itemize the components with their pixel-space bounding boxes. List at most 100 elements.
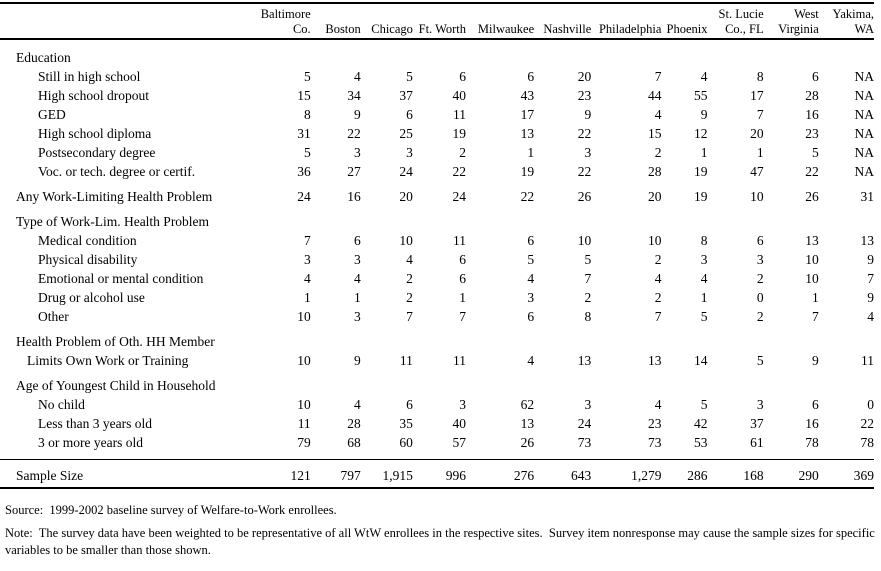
sample-size-cell: 290	[763, 459, 819, 489]
column-header-line2: Boston	[325, 21, 361, 36]
table-cell: 5	[406, 69, 413, 84]
table-cell: 3	[354, 252, 361, 267]
table-cell: 4	[354, 69, 361, 84]
sample-size-cell: 996	[412, 459, 467, 489]
table-cell: 23	[577, 88, 592, 103]
table-cell: 6	[459, 69, 467, 84]
column-header-line1	[413, 7, 466, 22]
table-cell: 37	[750, 416, 764, 431]
table-body: Education Still in high school 5 4 5 6 6 20 7 4 8 6…	[0, 39, 875, 489]
table-cell: 11	[861, 353, 874, 368]
table-cell: 4	[700, 271, 708, 286]
column-header-line2: Phoenix	[666, 21, 708, 36]
table-cell: 27	[347, 164, 361, 179]
table-cell: 5	[527, 252, 535, 267]
table-cell: 78	[860, 435, 875, 450]
table-cell: 13	[647, 353, 662, 368]
table-cell: 10	[399, 233, 413, 248]
table-cell: 24	[399, 164, 413, 179]
survey-characteristics-table: Baltimore Co. Boston Chicago Ft. Worth Milwau…	[0, 2, 874, 489]
table-row: Other 10 3 7 7 6 8 7 5 2 7 4	[0, 305, 874, 324]
column-header-line2: Co., FL	[725, 21, 764, 36]
table-cell: 26	[577, 189, 592, 204]
table-row: High school diploma 31 22 25 19 13 22 15 12 20 23 N…	[0, 122, 874, 141]
table-cell: 5	[584, 252, 592, 267]
table-cell: 4	[354, 397, 361, 412]
table-cell: 40	[452, 88, 467, 103]
row-label: Postsecondary degree	[38, 145, 156, 160]
table-cell: 1	[756, 145, 764, 160]
table-cell: 37	[399, 88, 413, 103]
table-cell: 20	[647, 189, 662, 204]
table-cell: 13	[577, 353, 592, 368]
table-cell: 6	[459, 271, 467, 286]
table-cell: 43	[520, 88, 535, 103]
section-header-row: Education	[0, 39, 874, 65]
section-label: Education	[16, 50, 71, 65]
weighting-note: Note: The survey data have been weighted…	[5, 526, 878, 557]
column-header: Chicago	[360, 3, 413, 40]
table-cell: 7	[654, 69, 662, 84]
table-cell: 14	[694, 353, 708, 368]
table-cell: 10	[577, 233, 592, 248]
table-cell: 19	[694, 189, 708, 204]
table-row: Limits Own Work or Training 10 9 11 11 4 13 13 1…	[0, 349, 874, 368]
table-cell: 7	[303, 233, 311, 248]
table-cell: 1	[700, 145, 708, 160]
table-cell: 1	[700, 290, 708, 305]
sample-size-cell: 1,279	[591, 459, 662, 489]
table-cell: 2	[654, 145, 662, 160]
table-cell: 1	[527, 145, 535, 160]
column-header-line2: Chicago	[371, 21, 413, 36]
sample-size-cell: 276	[466, 459, 535, 489]
table-cell: 6	[459, 252, 467, 267]
table-row: No child 10 4 6 3 62 3 4 5 3 6 0	[0, 393, 874, 412]
header-row: Baltimore Co. Boston Chicago Ft. Worth Milwau…	[0, 3, 874, 40]
table-cell: 24	[577, 416, 592, 431]
row-label: Other	[38, 309, 69, 324]
table-cell: 3	[700, 252, 708, 267]
table-row: 3 or more years old 79 68 60 57 26 73 73 53 61 78 7…	[0, 431, 874, 450]
table-cell: 13	[860, 233, 875, 248]
table-cell: 3	[354, 309, 361, 324]
table-cell: 68	[347, 435, 361, 450]
table-cell: 3	[406, 145, 413, 160]
table-row: Physical disability 3 3 4 6 5 5 2 3 3 10 9	[0, 248, 874, 267]
section-label: Health Problem of Oth. HH Member	[16, 334, 215, 349]
table-row: High school dropout 15 34 37 40 43 23 44 55 17 28 N…	[0, 84, 874, 103]
table-cell: 19	[520, 164, 535, 179]
column-header: Ft. Worth	[412, 3, 467, 40]
table-cell: 17	[750, 88, 764, 103]
table-row: Less than 3 years old 11 28 35 40 13 24 23 42 37 1…	[0, 412, 874, 431]
sample-size-cell: 369	[818, 459, 874, 489]
table-cell: 10	[297, 309, 311, 324]
table-cell: 7	[756, 107, 764, 122]
table-cell: 22	[805, 164, 819, 179]
row-label: No child	[38, 397, 85, 412]
row-label: Limits Own Work or Training	[27, 353, 189, 368]
table-cell: 16	[347, 189, 361, 204]
table-cell: 22	[577, 126, 592, 141]
table-cell: 22	[860, 416, 875, 431]
table-cell: 28	[647, 164, 662, 179]
table-cell: 10	[297, 353, 311, 368]
table-cell: 3	[584, 145, 592, 160]
table-cell: 2	[584, 290, 592, 305]
table-cell: 6	[527, 309, 535, 324]
column-header: Baltimore Co.	[258, 3, 311, 40]
table-cell: 11	[297, 416, 311, 431]
table-cell: 20	[577, 69, 592, 84]
column-header-line1	[466, 7, 534, 22]
table-cell: 19	[694, 164, 708, 179]
table-cell: NA	[854, 126, 875, 141]
table-cell: 24	[452, 189, 467, 204]
column-header-line2: Co.	[292, 21, 311, 36]
row-label: Any Work-Limiting Health Problem	[16, 189, 213, 204]
column-header-line1: Baltimore	[260, 7, 311, 21]
column-header-line2: WA	[854, 21, 874, 36]
table-cell: 42	[694, 416, 708, 431]
table-cell: 53	[694, 435, 708, 450]
row-label: Emotional or mental condition	[38, 271, 204, 286]
row-label: High school diploma	[38, 126, 152, 141]
table-cell: 4	[527, 271, 535, 286]
